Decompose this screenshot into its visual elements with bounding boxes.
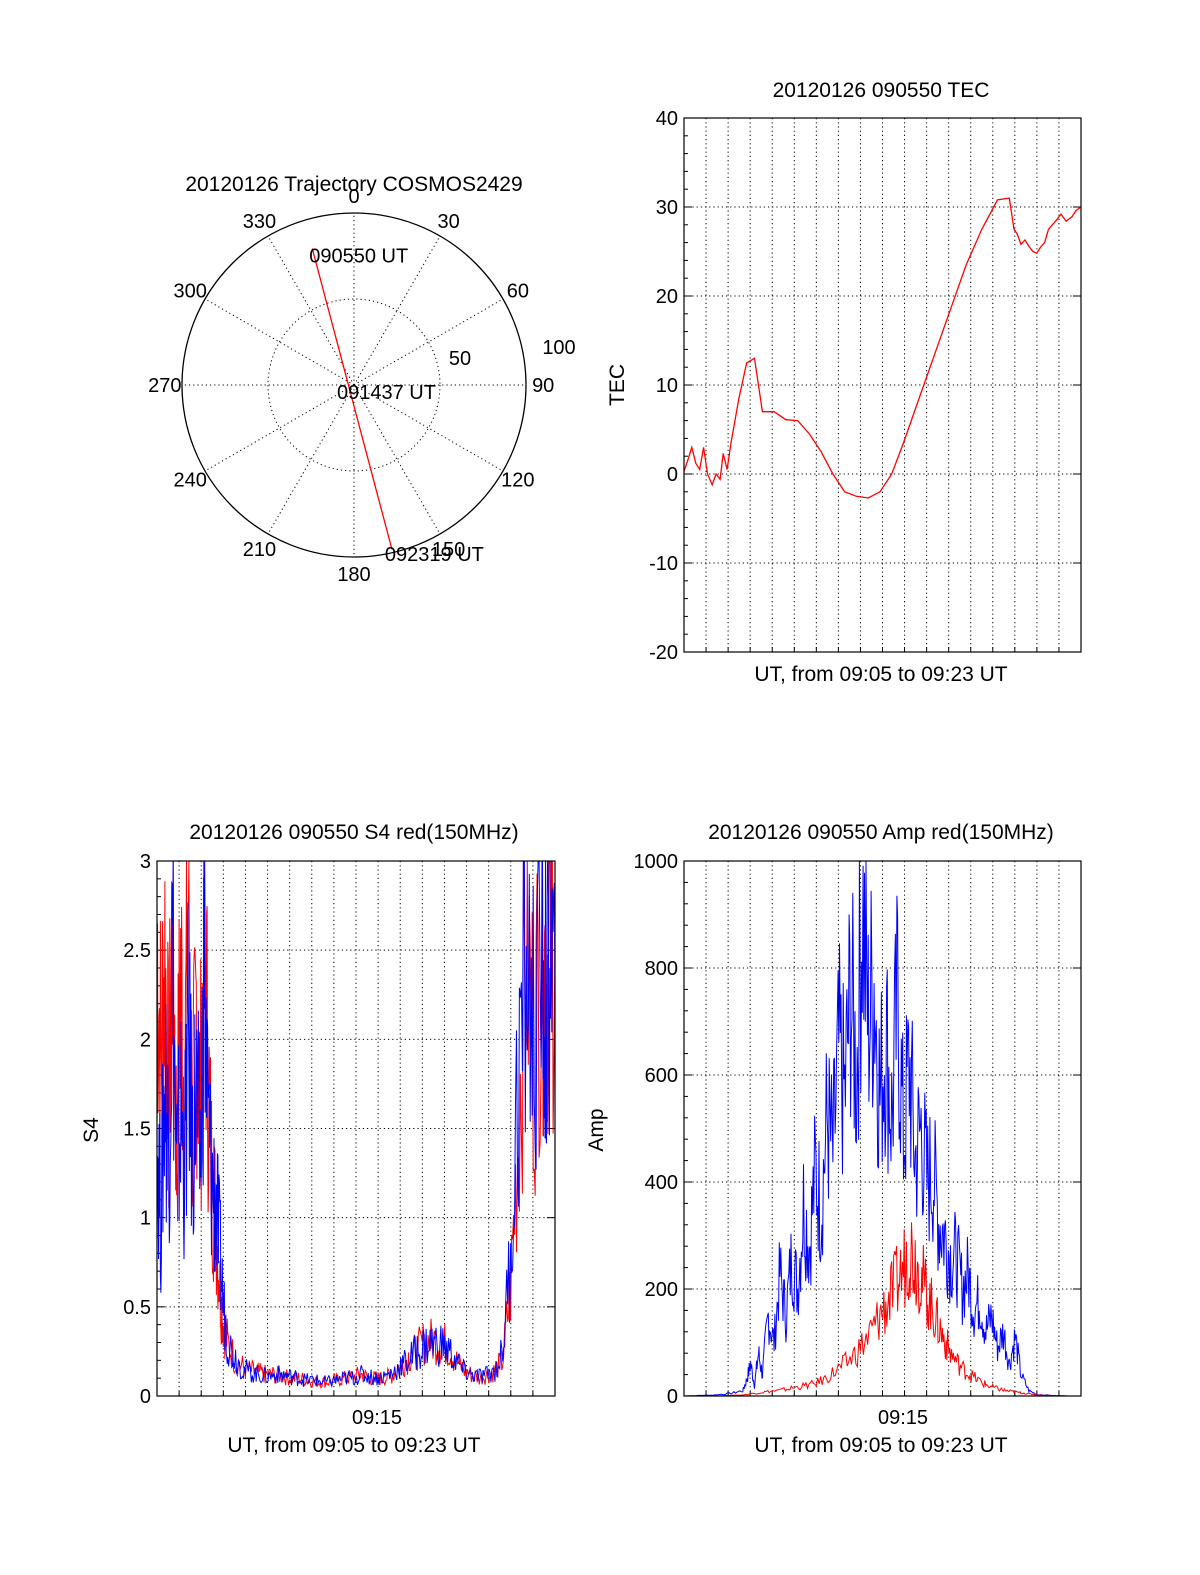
s4-grid — [157, 860, 555, 1397]
polar-azimuth-label: 120 — [501, 470, 534, 492]
polar-grid — [181, 212, 527, 558]
polar-spoke — [204, 298, 355, 386]
s4-series — [156, 860, 556, 1389]
s4-series-line-0 — [156, 860, 556, 1389]
s4-y-tick-label: 2.5 — [123, 940, 151, 962]
s4-title: 20120126 090550 S4 red(150MHz) — [189, 821, 518, 844]
polar-outer-circle — [181, 212, 527, 558]
amp-series — [683, 860, 1081, 1397]
tec-xlabel: UT, from 09:05 to 09:23 UT — [754, 663, 1007, 686]
amp-frame — [683, 860, 1082, 1397]
amp-y-tick-labels: 0 200 400 600 800 1000 — [634, 851, 679, 1408]
polar-azimuth-label: 330 — [243, 211, 276, 233]
polar-spoke — [267, 235, 355, 386]
amp-series-line-0 — [683, 860, 1081, 1397]
polar-azimuth-label: 150 — [432, 539, 465, 561]
tec-y-tick-label: 30 — [656, 197, 678, 219]
amp-y-tick-label: 800 — [645, 958, 678, 980]
amp-y-tick-label: 400 — [645, 1172, 678, 1194]
polar-spoke — [353, 384, 504, 472]
polar-title: 20120126 Trajectory COSMOS2429 — [185, 173, 522, 196]
amp-series-line-1 — [684, 1222, 1081, 1397]
s4-frame — [156, 860, 556, 1397]
polar-trajectory-panel: 20120126 Trajectory COSMOS2429 0 30 60 90 12… — [148, 173, 576, 586]
polar-azimuth-label: 30 — [437, 211, 459, 233]
polar-track-label: 091437 UT — [337, 382, 436, 404]
tec-y-tick-label: 20 — [656, 286, 678, 308]
polar-azimuth-labels: 0 30 60 90 120 150 180 210 240 270 300 330 — [148, 186, 554, 586]
polar-inner-circle — [267, 298, 441, 472]
s4-panel: 20120126 090550 S4 red(150MHz) 09:15 UT,… — [80, 821, 556, 1457]
polar-spoke — [204, 384, 355, 472]
polar-azimuth-label: 210 — [243, 539, 276, 561]
tec-y-tick-label: -10 — [649, 553, 678, 575]
s4-y-tick-label: 2 — [140, 1029, 151, 1051]
amp-ylabel: Amp — [585, 1108, 608, 1151]
tec-series-line-0 — [683, 197, 1082, 499]
amp-y-tick-label: 0 — [667, 1386, 678, 1408]
polar-track-label: 092319 UT — [385, 544, 484, 566]
polar-azimuth-label: 90 — [532, 375, 554, 397]
tec-y-tick-label: 40 — [656, 108, 678, 130]
tec-y-tick-labels: -20 -10 0 10 20 30 40 — [649, 108, 678, 664]
s4-y-tick-label: 3 — [140, 851, 151, 873]
tec-series — [683, 197, 1082, 499]
tec-y-tick-label: 0 — [667, 464, 678, 486]
polar-azimuth-label: 60 — [507, 280, 529, 302]
tec-grid — [684, 117, 1081, 653]
polar-azimuth-label: 0 — [348, 186, 359, 208]
s4-y-tick-label: 1 — [140, 1208, 151, 1230]
amp-y-tick-label: 600 — [645, 1065, 678, 1087]
tec-y-tick-label: 10 — [656, 375, 678, 397]
s4-y-tick-label: 0 — [140, 1386, 151, 1408]
amp-title: 20120126 090550 Amp red(150MHz) — [708, 821, 1054, 844]
amp-panel: 20120126 090550 Amp red(150MHz) 09:15 UT… — [585, 821, 1082, 1457]
amp-y-tick-label: 1000 — [634, 851, 679, 873]
s4-x-tick-label: 09:15 — [352, 1407, 402, 1429]
amp-x-tick-label: 09:15 — [878, 1407, 928, 1429]
polar-spoke — [353, 384, 441, 535]
tec-panel: 20120126 090550 TEC UT, from 09:05 to 09… — [606, 79, 1082, 686]
polar-azimuth-label: 270 — [148, 375, 181, 397]
polar-azimuth-label: 180 — [337, 564, 370, 586]
tec-ylabel: TEC — [606, 364, 629, 406]
tec-title: 20120126 090550 TEC — [773, 79, 990, 102]
tec-frame — [683, 117, 1082, 653]
polar-radial-tick-label: 50 — [449, 348, 471, 370]
s4-y-tick-label: 1.5 — [123, 1119, 151, 1141]
polar-spoke — [267, 384, 355, 535]
s4-y-tick-label: 0.5 — [123, 1297, 151, 1319]
polar-azimuth-label: 240 — [173, 470, 206, 492]
polar-radial-tick-labels: 50 100 — [449, 337, 576, 370]
amp-y-tick-label: 200 — [645, 1279, 678, 1301]
polar-track-label: 090550 UT — [309, 245, 408, 267]
polar-spoke — [353, 298, 504, 386]
polar-track: 090550 UT 091437 UT 092319 UT — [309, 245, 484, 566]
polar-spoke — [353, 235, 441, 386]
amp-xlabel: UT, from 09:05 to 09:23 UT — [754, 1434, 1007, 1457]
tec-y-tick-label: -20 — [649, 642, 678, 664]
polar-radial-tick-label: 100 — [542, 337, 575, 359]
s4-y-tick-labels: 0 0.5 1 1.5 2 2.5 3 — [123, 851, 151, 1408]
polar-track-line — [311, 248, 393, 550]
s4-xlabel: UT, from 09:05 to 09:23 UT — [227, 1434, 480, 1457]
polar-azimuth-label: 300 — [173, 280, 206, 302]
s4-series-line-1 — [156, 860, 556, 1388]
s4-ylabel: S4 — [80, 1117, 103, 1143]
